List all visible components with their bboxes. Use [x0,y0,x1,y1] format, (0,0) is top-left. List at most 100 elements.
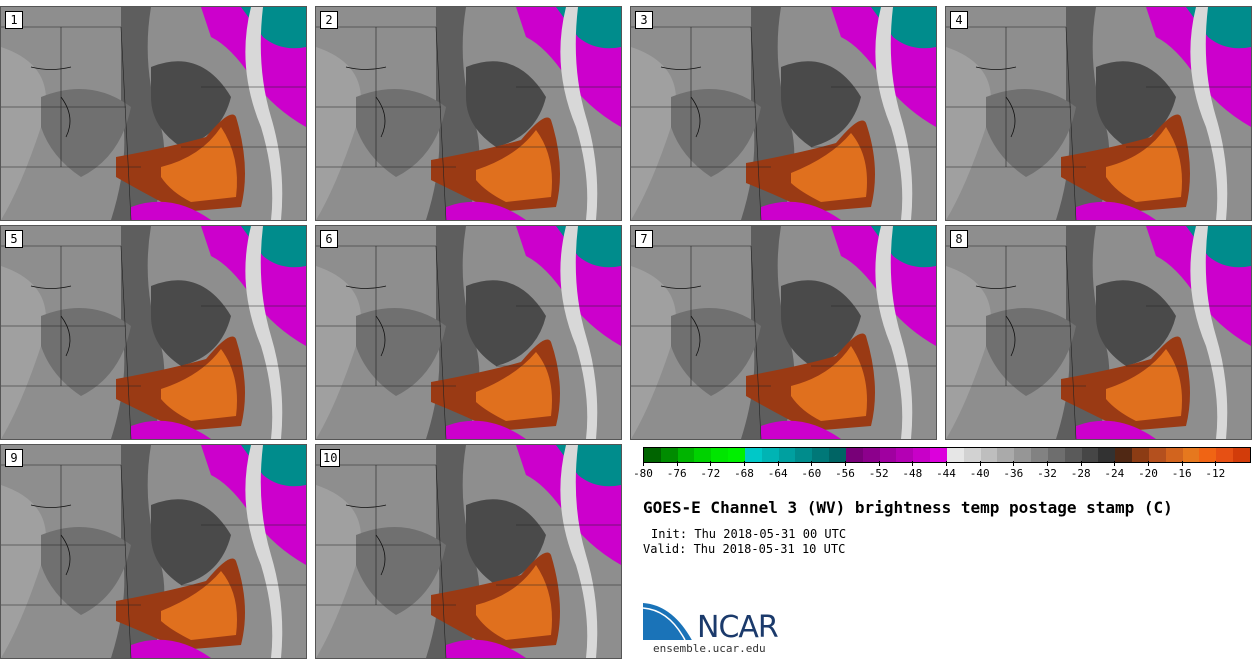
colorbar-tick-label: -28 [1070,467,1091,480]
colorbar-swatch [1216,448,1233,462]
map-panel-7: 7 [630,225,937,440]
panel-number: 6 [320,230,338,248]
colorbar-tick-label: -20 [1138,467,1158,480]
map-panel-8: 8 [945,225,1252,440]
colorbar-swatch [980,448,998,462]
colorbar-tick-label: -56 [835,467,855,480]
colorbar-tick [1013,461,1015,466]
panel-number: 3 [635,11,653,29]
init-time: Init: Thu 2018-05-31 00 UTC [651,527,847,541]
map-panel-5: 5 [0,225,307,440]
colorbar-tick-label: -16 [1171,467,1192,480]
colorbar-swatch [1098,448,1116,462]
colorbar-tick [878,461,880,466]
colorbar-swatch [778,448,796,462]
colorbar-swatch [644,448,661,462]
colorbar-tick [1047,461,1048,466]
colorbar-tick [1080,461,1082,466]
figure-title: GOES-E Channel 3 (WV) brightness temp po… [643,498,1173,517]
colorbar-swatch [1081,448,1099,462]
colorbar-tick [979,461,981,466]
colorbar-tick [1181,461,1183,466]
colorbar-swatch [711,448,729,462]
colorbar-swatch [845,448,863,462]
colorbar-tick-label: -72 [700,467,721,480]
colorbar-tick [1148,461,1149,466]
map-panel-4: 4 [945,6,1252,221]
colorbar-tick-label: -64 [767,467,788,480]
colorbar-swatch [1232,448,1250,462]
panel-number: 10 [320,449,341,467]
colorbar-swatch [744,448,762,462]
colorbar-tick-label: -12 [1205,467,1226,480]
colorbar-tick-label: -80 [633,467,653,480]
colorbar-tick [1114,461,1116,466]
map-panel-1: 1 [0,6,307,221]
colorbar-tick [710,461,712,466]
colorbar-swatch [1047,448,1065,462]
ncar-logo-icon [643,601,694,641]
colorbar-swatch [812,448,830,462]
colorbar-tick [946,461,947,466]
colorbar-tick-label: -76 [666,467,687,480]
colorbar-tick [912,461,914,466]
map-panel-2: 2 [315,6,622,221]
colorbar-swatch [930,448,947,462]
colorbar-swatch [761,448,779,462]
colorbar-tick-label: -24 [1104,467,1125,480]
colorbar-tick-label: -36 [1003,467,1024,480]
map-panel-6: 6 [315,225,622,440]
colorbar-swatch [677,448,695,462]
panel-number: 2 [320,11,338,29]
colorbar-swatch [660,448,678,462]
colorbar-swatch [1182,448,1200,462]
valid-time: Valid: Thu 2018-05-31 10 UTC [643,542,846,556]
colorbar-swatch [728,448,745,462]
panel-number: 5 [5,230,23,248]
colorbar-tick [845,461,846,466]
colorbar-tick-label: -48 [902,467,923,480]
colorbar-swatch [1014,448,1032,462]
colorbar-tick [676,461,678,466]
colorbar-swatch [862,448,880,462]
colorbar-tick-label: -60 [801,467,822,480]
panel-number: 4 [950,11,968,29]
source-url: ensemble.ucar.edu [653,642,766,655]
colorbar-swatch [896,448,914,462]
colorbar-ticks: -80 -76 -72 -68 -64 -60 -56 -52 -48 -44 -40 -36 -32-… [633,461,1249,481]
ncar-logo-text: NCAR [697,610,779,645]
panel-number: 1 [5,11,23,29]
map-panel-3: 3 [630,6,937,221]
colorbar-swatch [829,448,846,462]
colorbar-swatch [879,448,897,462]
colorbar-tick-label: -32 [1037,467,1057,480]
colorbar-tick [744,461,745,466]
colorbar-tick [811,461,813,466]
panel-number: 9 [5,449,23,467]
colorbar-swatch [963,448,981,462]
colorbar-tick [1215,461,1217,466]
colorbar-tick [643,461,644,466]
colorbar-swatch [997,448,1015,462]
colorbar-swatch [913,448,931,462]
colorbar-swatch [694,448,712,462]
colorbar-tick-label: -68 [734,467,754,480]
colorbar-swatch [946,448,964,462]
colorbar [643,447,1251,463]
colorbar-swatch [1064,448,1082,462]
colorbar-swatch [1199,448,1217,462]
colorbar-swatch [1115,448,1133,462]
colorbar-swatch [1031,448,1048,462]
colorbar-swatch [1165,448,1183,462]
colorbar-tick-label: -52 [868,467,889,480]
panel-number: 8 [950,230,968,248]
panel-number: 7 [635,230,653,248]
colorbar-tick [777,461,779,466]
colorbar-tick-label: -44 [936,467,956,480]
colorbar-swatch [795,448,813,462]
colorbar-swatch [1132,448,1149,462]
map-panel-9: 9 [0,444,307,659]
colorbar-tick-label: -40 [969,467,990,480]
colorbar-swatch [1148,448,1166,462]
map-panel-10: 10 [315,444,622,659]
